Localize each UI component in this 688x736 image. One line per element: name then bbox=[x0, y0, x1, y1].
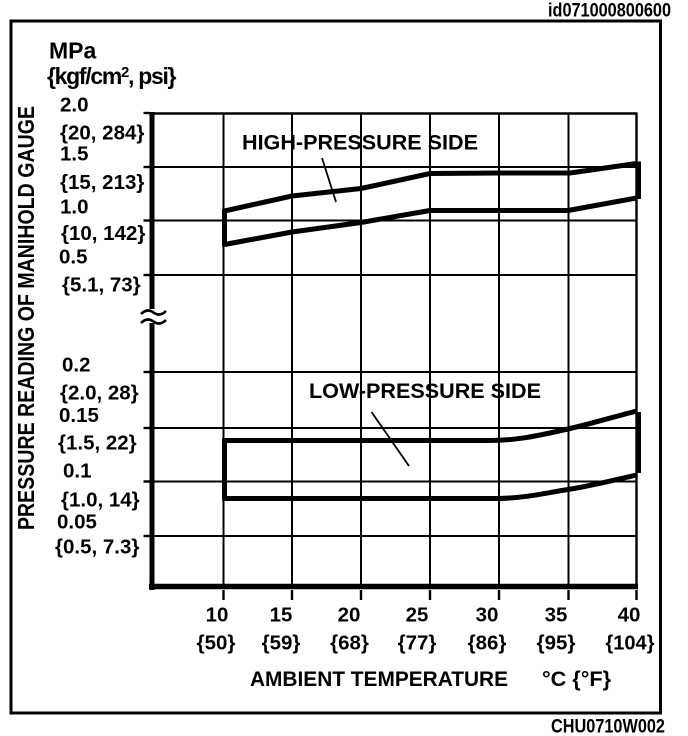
svg-text:{kgf/cm2, psi}: {kgf/cm2, psi} bbox=[47, 63, 177, 89]
svg-text:1.0: 1.0 bbox=[60, 196, 89, 219]
svg-text:0.2: 0.2 bbox=[62, 354, 91, 377]
svg-text:10: 10 bbox=[206, 604, 229, 627]
svg-text:1.5: 1.5 bbox=[60, 143, 89, 166]
svg-text:{5.1, 73}: {5.1, 73} bbox=[62, 274, 141, 297]
svg-text:{77}: {77} bbox=[398, 632, 437, 655]
svg-text:0.05: 0.05 bbox=[57, 511, 97, 534]
svg-text:{10, 142}: {10, 142} bbox=[61, 222, 145, 245]
svg-text:40: 40 bbox=[618, 604, 641, 627]
svg-text:MPa: MPa bbox=[49, 38, 97, 64]
svg-text:{104}: {104} bbox=[606, 632, 655, 655]
svg-text:HIGH-PRESSURE SIDE: HIGH-PRESSURE SIDE bbox=[242, 132, 478, 155]
svg-text:{95}: {95} bbox=[537, 632, 576, 655]
svg-text:PRESSURE READING OF MANIHOLD G: PRESSURE READING OF MANIHOLD GAUGE bbox=[13, 106, 39, 530]
svg-text:30: 30 bbox=[476, 604, 499, 627]
svg-text:{86}: {86} bbox=[468, 632, 507, 655]
svg-text:{20, 284}: {20, 284} bbox=[60, 122, 144, 145]
svg-text:0.15: 0.15 bbox=[59, 404, 99, 427]
svg-text:20: 20 bbox=[338, 604, 361, 627]
svg-text:{1.0, 14}: {1.0, 14} bbox=[61, 489, 140, 512]
svg-text:{59}: {59} bbox=[262, 632, 301, 655]
svg-text:CHU0710W002: CHU0710W002 bbox=[551, 717, 665, 736]
svg-text:2.0: 2.0 bbox=[60, 94, 89, 117]
svg-text:{0.5, 7.3}: {0.5, 7.3} bbox=[55, 536, 139, 559]
svg-text:id071000800600: id071000800600 bbox=[548, 1, 671, 22]
svg-text:{1.5, 22}: {1.5, 22} bbox=[58, 432, 137, 455]
svg-text:LOW-PRESSURE SIDE: LOW-PRESSURE SIDE bbox=[309, 380, 541, 403]
svg-text:0.1: 0.1 bbox=[63, 460, 92, 483]
svg-text:AMBIENT TEMPERATURE: AMBIENT TEMPERATURE bbox=[250, 668, 508, 691]
svg-text:{68}: {68} bbox=[330, 632, 369, 655]
svg-text:15: 15 bbox=[270, 604, 293, 627]
svg-text:{15, 213}: {15, 213} bbox=[60, 171, 144, 194]
svg-text:35: 35 bbox=[545, 604, 568, 627]
svg-text:{2.0, 28}: {2.0, 28} bbox=[60, 382, 139, 405]
svg-text:0.5: 0.5 bbox=[59, 246, 88, 269]
svg-text:°C {°F}: °C {°F} bbox=[542, 668, 611, 691]
svg-text:{50}: {50} bbox=[197, 632, 236, 655]
svg-text:25: 25 bbox=[406, 604, 429, 627]
